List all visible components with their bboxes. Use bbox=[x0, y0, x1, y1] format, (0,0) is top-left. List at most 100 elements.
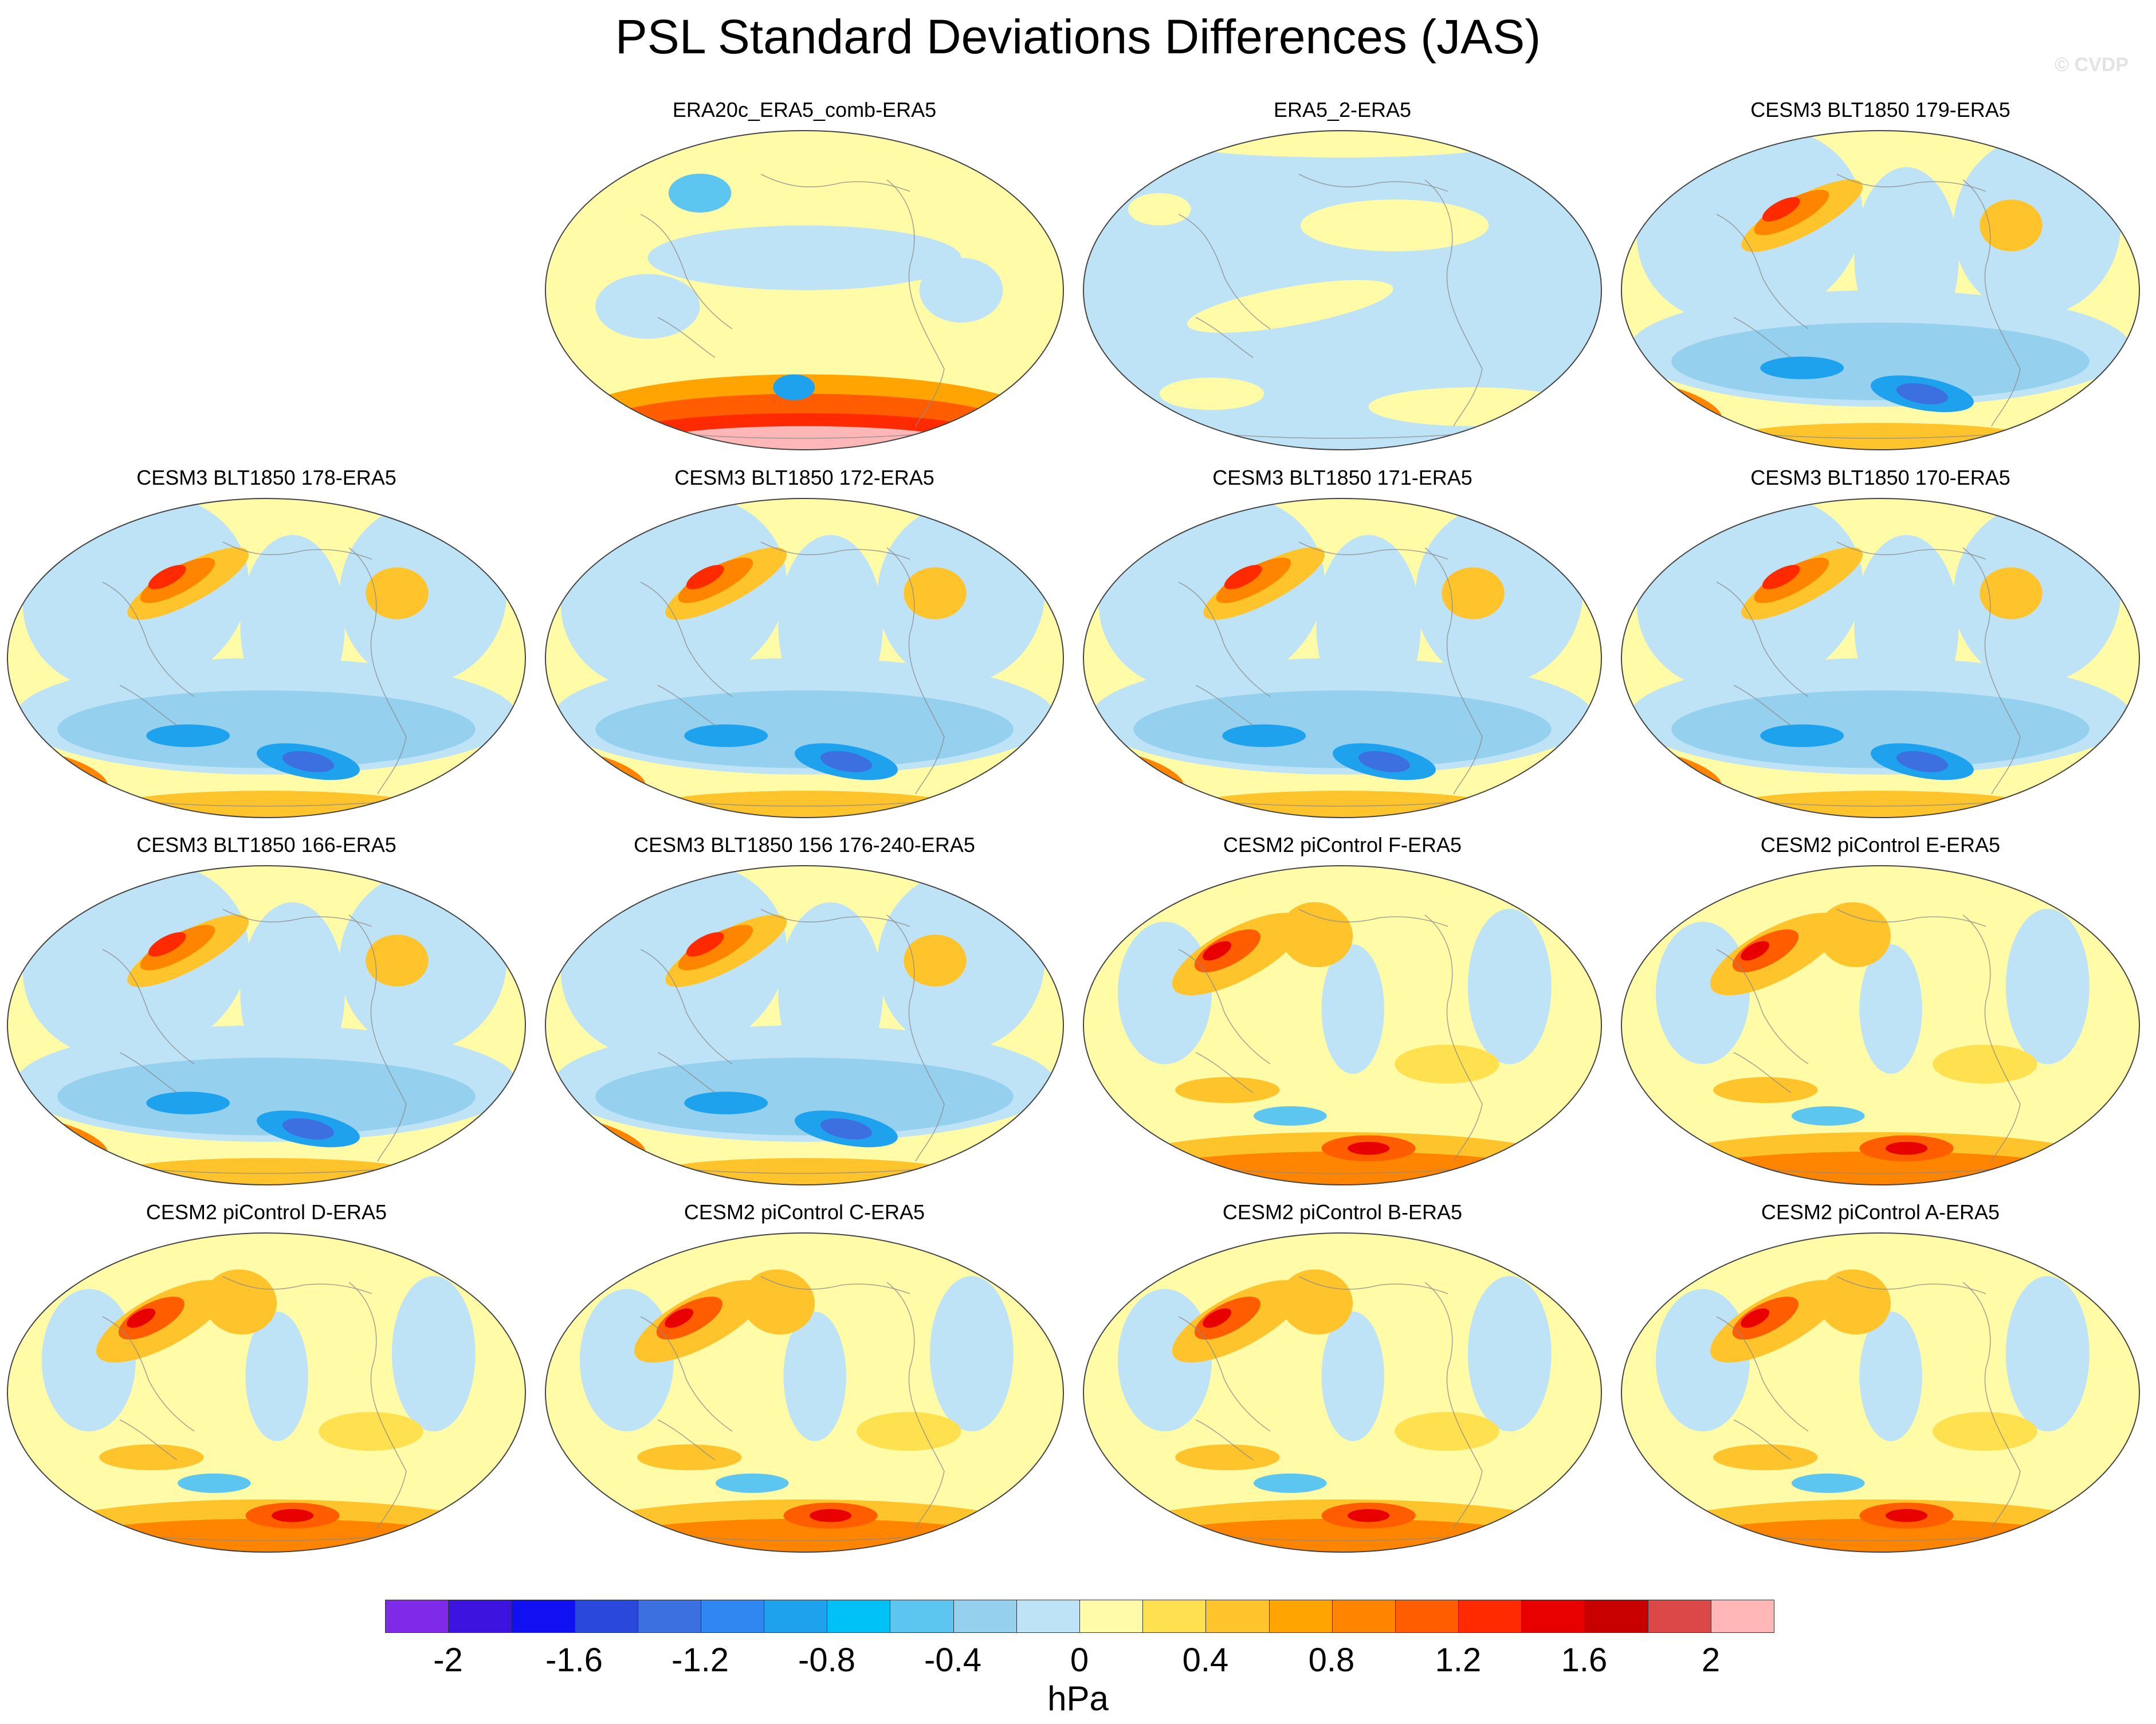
coastline bbox=[1836, 909, 1986, 927]
world-map bbox=[1083, 1232, 1602, 1553]
panel-title: CESM3 BLT1850 156 176-240-ERA5 bbox=[634, 833, 975, 857]
contour-region bbox=[1760, 724, 1844, 747]
contour-region bbox=[810, 1509, 852, 1522]
contour-region bbox=[1933, 1044, 2037, 1084]
map-border bbox=[1083, 130, 1602, 450]
coastline bbox=[1733, 685, 1792, 726]
coastline bbox=[1716, 1316, 1809, 1432]
contour-region bbox=[1279, 1269, 1353, 1335]
colorbar-swatch bbox=[637, 1600, 701, 1633]
contour-region bbox=[1754, 190, 1829, 235]
colorbar-swatch bbox=[1332, 1600, 1396, 1633]
coastline bbox=[1298, 541, 1448, 560]
contour-region bbox=[1741, 1308, 1769, 1328]
panel-title: CESM3 BLT1850 171-ERA5 bbox=[1212, 466, 1472, 489]
coastline bbox=[1962, 547, 2021, 795]
contour-region bbox=[1713, 1444, 1818, 1471]
colorbar-swatch bbox=[1016, 1600, 1080, 1633]
contour-region bbox=[57, 1518, 476, 1552]
coastline bbox=[657, 685, 716, 726]
contour-region bbox=[1655, 921, 1750, 1065]
map-border bbox=[1083, 1232, 1602, 1553]
contour-region bbox=[1216, 557, 1291, 603]
colorbar-tick-label: 2 bbox=[1701, 1641, 1721, 1679]
contour-region bbox=[1117, 1289, 1212, 1432]
map-border bbox=[1083, 865, 1602, 1185]
colorbar-swatch bbox=[385, 1600, 449, 1633]
contour-region bbox=[820, 1118, 872, 1140]
contour-region bbox=[1760, 356, 1844, 379]
contour-region bbox=[1117, 921, 1212, 1065]
contour-region bbox=[904, 567, 967, 619]
contour-region bbox=[1185, 131, 1499, 158]
colorbar-swatch bbox=[1458, 1600, 1522, 1633]
contour-region bbox=[1817, 1269, 1891, 1335]
map-border bbox=[7, 865, 526, 1185]
map-panel: ERA20c_ERA5_comb-ERA5 bbox=[541, 97, 1068, 450]
coastline bbox=[1178, 214, 1271, 329]
panel-title: CESM3 BLT1850 166-ERA5 bbox=[136, 833, 396, 857]
coastline bbox=[222, 909, 372, 927]
coastline bbox=[348, 1282, 407, 1529]
contour-region bbox=[1791, 1473, 1865, 1493]
coastline bbox=[1178, 949, 1271, 1065]
map-border bbox=[545, 130, 1064, 450]
coastline bbox=[1716, 214, 1809, 329]
coastline bbox=[119, 685, 178, 726]
coastline bbox=[1962, 914, 2021, 1162]
contour-region bbox=[140, 925, 215, 971]
contour-region bbox=[1762, 565, 1800, 590]
coastline bbox=[102, 1316, 195, 1432]
coastline bbox=[1962, 1282, 2021, 1529]
coastline bbox=[1962, 179, 2021, 427]
coastline bbox=[657, 1419, 716, 1460]
map-border bbox=[545, 498, 1064, 818]
contour-region bbox=[245, 1311, 308, 1442]
coastline bbox=[1298, 174, 1448, 192]
contour-region bbox=[1348, 1509, 1390, 1522]
coastline bbox=[1424, 179, 1483, 427]
world-map bbox=[7, 865, 526, 1185]
map-panel: CESM3 BLT1850 179-ERA5 bbox=[1617, 97, 2144, 450]
coastline bbox=[222, 1276, 372, 1294]
contour-region bbox=[715, 1473, 789, 1493]
contour-region bbox=[929, 1276, 1014, 1432]
coastline bbox=[1424, 1282, 1483, 1529]
coastline bbox=[1195, 1052, 1254, 1093]
panel-title: ERA5_2-ERA5 bbox=[1273, 98, 1412, 121]
colorbar-swatch bbox=[953, 1600, 1017, 1633]
map-panel: CESM3 BLT1850 166-ERA5 bbox=[3, 832, 530, 1185]
contour-region bbox=[1886, 1141, 1928, 1155]
coastline bbox=[1178, 582, 1271, 697]
colorbar-swatch bbox=[574, 1600, 638, 1633]
contour-region bbox=[1348, 1141, 1390, 1155]
map-panel: CESM2 piControl C-ERA5 bbox=[541, 1200, 1068, 1553]
contour-region bbox=[1203, 941, 1231, 961]
world-map bbox=[1621, 865, 2140, 1185]
colorbar-swatch bbox=[890, 1600, 954, 1633]
coastline bbox=[1195, 1419, 1254, 1460]
contour-region bbox=[1671, 690, 2090, 768]
contour-region bbox=[1358, 751, 1410, 772]
contour-region bbox=[783, 1311, 846, 1442]
coastline bbox=[348, 914, 407, 1162]
coastline bbox=[102, 582, 195, 697]
contour-region bbox=[1395, 1412, 1499, 1451]
coastline bbox=[119, 1052, 178, 1093]
contour-region bbox=[904, 934, 967, 987]
contour-region bbox=[1859, 1311, 1922, 1442]
panel-title: CESM2 piControl E-ERA5 bbox=[1760, 833, 2001, 857]
contour-region bbox=[1301, 199, 1489, 252]
contour-region bbox=[1253, 1473, 1327, 1493]
contour-region bbox=[1762, 197, 1800, 222]
colorbar-swatch bbox=[1269, 1600, 1333, 1633]
contour-region bbox=[1175, 1077, 1280, 1103]
contour-region bbox=[1442, 567, 1505, 619]
contour-region bbox=[579, 1289, 674, 1432]
world-map bbox=[545, 498, 1064, 818]
contour-region bbox=[857, 1412, 961, 1451]
map-border bbox=[1621, 1232, 2140, 1553]
contour-region bbox=[146, 1091, 230, 1114]
coastline bbox=[1424, 547, 1483, 795]
contour-region bbox=[665, 1308, 693, 1328]
